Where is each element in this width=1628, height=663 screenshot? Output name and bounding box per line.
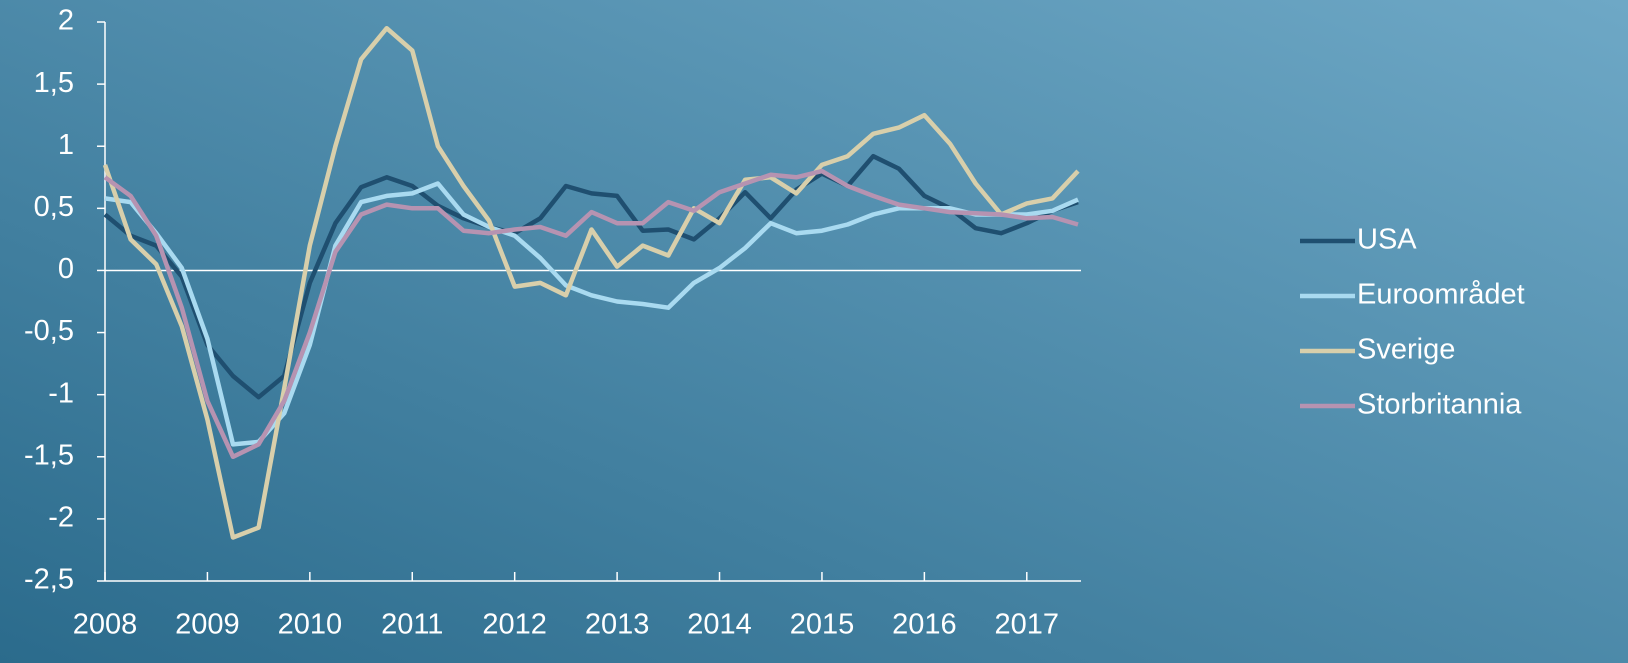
x-tick-label: 2012 bbox=[482, 609, 547, 641]
series-line bbox=[102, 25, 1080, 540]
y-tick-label: -2,5 bbox=[24, 564, 74, 596]
y-tick-label: 2 bbox=[58, 5, 74, 37]
y-tick-label: -1 bbox=[48, 377, 74, 409]
x-tick-label: 2016 bbox=[892, 609, 957, 641]
legend-label: Euroområdet bbox=[1357, 279, 1525, 311]
y-tick-label: -0,5 bbox=[24, 315, 74, 347]
y-tick-label: 1 bbox=[58, 129, 74, 161]
legend-label: Storbritannia bbox=[1357, 389, 1522, 421]
x-tick-label: 2014 bbox=[687, 609, 752, 641]
x-tick-label: 2015 bbox=[790, 609, 855, 641]
y-tick-label: 0,5 bbox=[34, 191, 74, 223]
series-line bbox=[103, 153, 1079, 400]
y-tick-label: -2 bbox=[48, 502, 74, 534]
y-tick-label: -1,5 bbox=[24, 439, 74, 471]
y-tick-label: 1,5 bbox=[34, 67, 74, 99]
x-tick-label: 2017 bbox=[995, 609, 1060, 641]
legend-label: Sverige bbox=[1357, 334, 1455, 366]
x-tick-label: 2013 bbox=[585, 609, 650, 641]
x-tick-label: 2010 bbox=[278, 609, 343, 641]
y-tick-label: 0 bbox=[58, 253, 74, 285]
x-tick-label: 2009 bbox=[175, 609, 240, 641]
series-line bbox=[103, 168, 1079, 460]
x-tick-label: 2008 bbox=[73, 609, 138, 641]
legend-label: USA bbox=[1357, 224, 1417, 256]
x-tick-label: 2011 bbox=[381, 609, 443, 641]
